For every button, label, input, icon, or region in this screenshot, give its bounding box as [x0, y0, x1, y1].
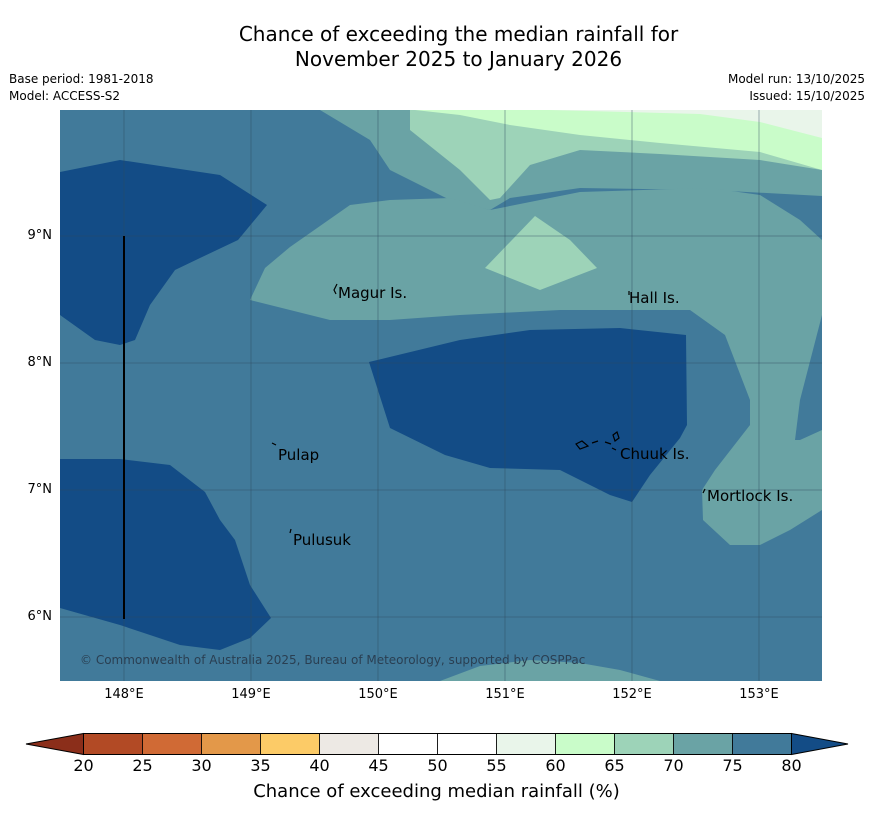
lon-label-152e: 152°E [612, 687, 652, 702]
region-gt80-central [369, 328, 687, 502]
colorbar-segment-b60_65 [555, 733, 615, 755]
colorbar-tick-75: 75 [722, 756, 743, 775]
magur-island-shape [333, 283, 338, 295]
rainfall-map[interactable] [60, 110, 822, 681]
region-60-65 [415, 110, 822, 170]
colorbar-segment-b35_40 [260, 733, 320, 755]
title-line-2: November 2025 to January 2026 [294, 47, 623, 71]
islands [271, 283, 706, 534]
colorbar-tick-45: 45 [368, 756, 389, 775]
meta-left: Base period: 1981-2018 Model: ACCESS-S2 [9, 71, 154, 105]
lon-label-153e: 153°E [739, 687, 779, 702]
model-name: Model: ACCESS-S2 [9, 89, 121, 103]
lat-label-8n: 8°N [27, 355, 53, 370]
colorbar-extend-low [25, 732, 84, 756]
colorbar-label: Chance of exceeding median rainfall (%) [253, 781, 620, 802]
model-run: Model run: 13/10/2025 [727, 72, 865, 86]
place-hall-island: Hall Is. [629, 289, 680, 307]
region-gt80-southwest [60, 459, 271, 650]
colorbar-segment-b20_25 [83, 733, 143, 755]
colorbar-tick-25: 25 [132, 756, 153, 775]
colorbar-tick-60: 60 [545, 756, 566, 775]
base-period: Base period: 1981-2018 [9, 72, 154, 86]
lon-label-149e: 149°E [231, 687, 271, 702]
colorbar-tick-80: 80 [781, 756, 802, 775]
copyright-notice: © Commonwealth of Australia 2025, Bureau… [80, 653, 586, 667]
region-55-60 [550, 110, 822, 138]
meta-right: Model run: 13/10/2025 Issued: 15/10/2025 [728, 71, 865, 105]
mortlock-island-shape [702, 488, 706, 494]
pulap-island-shape [271, 442, 277, 446]
title-line-1: Chance of exceeding the median rainfall … [238, 22, 679, 46]
colorbar-segment-b75_80 [732, 733, 792, 755]
place-mortlock-island: Mortlock Is. [707, 487, 794, 505]
pulusuk-island-shape [289, 528, 292, 534]
colorbar-segment-b50_55 [437, 733, 497, 755]
place-magur-island: Magur Is. [338, 284, 408, 302]
colorbar-tick-40: 40 [309, 756, 330, 775]
lat-label-6n: 6°N [27, 609, 53, 624]
colorbar-segment-b30_35 [201, 733, 261, 755]
colorbar-outline [83, 733, 792, 755]
lon-label-148e: 148°E [104, 687, 144, 702]
lon-label-150e: 150°E [358, 687, 398, 702]
map-svg [60, 110, 822, 681]
lon-label-151e: 151°E [485, 687, 525, 702]
colorbar-tick-50: 50 [427, 756, 448, 775]
colorbar-segment-b25_30 [142, 733, 202, 755]
colorbar-segment-b45_50 [378, 733, 438, 755]
colorbar-tick-30: 30 [191, 756, 212, 775]
place-pulap: Pulap [278, 446, 320, 464]
map-title: Chance of exceeding the median rainfall … [0, 22, 873, 72]
colorbar-tick-35: 35 [250, 756, 271, 775]
chuuk-island-shape [575, 431, 620, 451]
place-chuuk-island: Chuuk Is. [620, 445, 690, 463]
region-gt80-northwest [60, 160, 267, 345]
colorbar-segment-b70_75 [673, 733, 733, 755]
lat-label-9n: 9°N [27, 228, 53, 243]
lat-label-7n: 7°N [27, 482, 53, 497]
region-70-75-south [440, 660, 660, 681]
issued-date: Issued: 15/10/2025 [749, 89, 865, 103]
region-65-70-patch [485, 216, 597, 290]
colorbar-tick-20: 20 [73, 756, 94, 775]
colorbar-segment-b40_45 [319, 733, 379, 755]
colorbar-extend-high [791, 732, 849, 756]
place-pulusuk: Pulusuk [293, 531, 351, 549]
colorbar-tick-65: 65 [604, 756, 625, 775]
colorbar [25, 732, 849, 756]
colorbar-tick-55: 55 [486, 756, 507, 775]
colorbar-segment-b55_60 [496, 733, 556, 755]
region-70-75-band [250, 188, 822, 545]
colorbar-tick-70: 70 [663, 756, 684, 775]
colorbar-segment-b65_70 [614, 733, 674, 755]
colorbar-fills [25, 732, 849, 756]
